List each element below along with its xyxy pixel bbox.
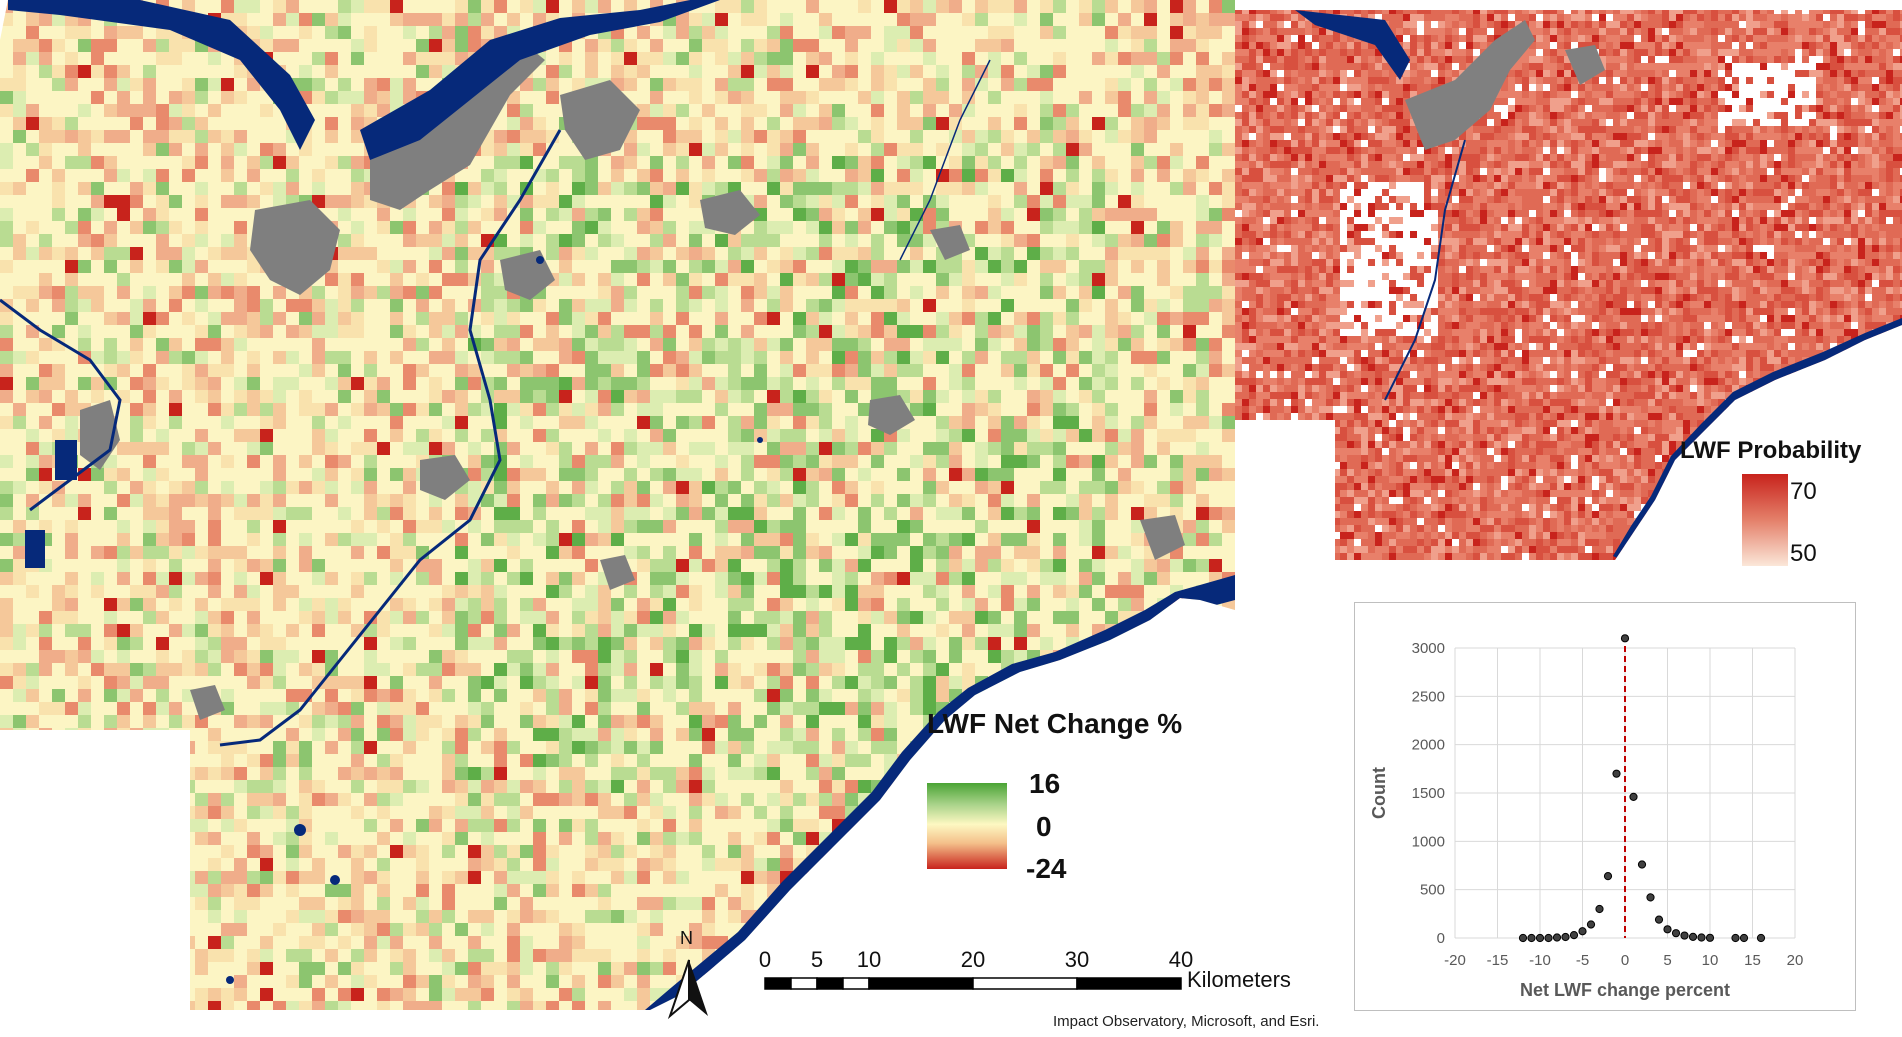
y-tick-label: 500 <box>1420 882 1445 899</box>
data-point <box>1535 933 1545 943</box>
probability-legend-title: LWF Probability <box>1680 437 1862 464</box>
net-change-map[interactable] <box>0 0 1235 1010</box>
probability-color-ramp <box>1742 474 1788 566</box>
scale-bar-tick-label: 10 <box>857 947 881 972</box>
probability-min-label: 50 <box>1790 540 1817 567</box>
scale-bar-segment <box>790 977 818 990</box>
data-point <box>1637 860 1647 869</box>
data-point <box>1697 933 1706 942</box>
scale-bar-tick-label: 5 <box>811 947 823 972</box>
data-point <box>1569 931 1579 940</box>
north-arrow-icon <box>667 959 708 1020</box>
net-change-min-label: -24 <box>1026 853 1067 884</box>
data-point <box>1756 933 1766 943</box>
data-point <box>1586 920 1596 929</box>
data-point <box>1527 933 1536 943</box>
scale-bar-segment <box>842 977 870 990</box>
data-point <box>1561 932 1570 942</box>
scale-bar-unit: Kilometers <box>1187 967 1291 992</box>
data-point <box>1620 634 1630 643</box>
data-point <box>1646 893 1655 902</box>
net-change-color-ramp <box>927 783 1007 869</box>
data-point <box>1612 769 1621 778</box>
scale-bar-tick-label: 20 <box>961 947 985 972</box>
y-tick-label: 0 <box>1437 930 1445 947</box>
urban-areas <box>80 40 1185 720</box>
x-tick-label: -10 <box>1529 952 1551 969</box>
y-tick-label: 2500 <box>1412 688 1445 705</box>
scale-bar-segment <box>764 977 792 990</box>
scale-bar-tick-label: 40 <box>1169 947 1193 972</box>
scale-bar-tick-label: 0 <box>759 947 771 972</box>
histogram-chart: -20 -15 -10 -5 0 5 10 15 20 0 500 1000 1500 2000 2500 3… <box>1369 634 1804 1000</box>
data-point <box>1544 933 1553 943</box>
net-change-legend-title: LWF Net Change % <box>927 708 1183 739</box>
data-point <box>1595 904 1604 914</box>
attribution-text: Impact Observatory, Microsoft, and Esri. <box>1053 1013 1320 1030</box>
data-point <box>1629 792 1638 801</box>
scale-bar-tick-label: 30 <box>1065 947 1089 972</box>
y-axis-label: Count <box>1369 767 1389 819</box>
inset-rivers <box>1384 139 1466 401</box>
data-point <box>1671 929 1681 938</box>
data-point <box>1663 925 1672 934</box>
scale-bar-segment <box>816 977 844 990</box>
x-tick-label: 5 <box>1663 952 1671 969</box>
scale-bar-segment <box>868 977 974 990</box>
north-label: N <box>680 928 693 948</box>
scale-bar-segment <box>972 977 1078 990</box>
y-tick-label: 1000 <box>1412 833 1445 850</box>
x-tick-label: -5 <box>1576 952 1589 969</box>
y-tick-label: 1500 <box>1412 785 1445 802</box>
data-point <box>1688 932 1698 941</box>
scale-bar-segment <box>1076 977 1182 990</box>
x-tick-label: -20 <box>1444 952 1466 969</box>
x-tick-label: 0 <box>1621 952 1629 969</box>
net-change-max-label: 16 <box>1029 768 1061 799</box>
x-tick-label: -15 <box>1487 952 1509 969</box>
data-point <box>1680 931 1689 940</box>
inset-urban <box>1405 20 1605 150</box>
x-tick-label: 20 <box>1787 952 1804 969</box>
probability-map[interactable] <box>1235 0 1902 560</box>
probability-cells <box>1235 10 1902 560</box>
histogram-panel: -20 -15 -10 -5 0 5 10 15 20 0 500 1000 1500 2000 2500 3… <box>1354 602 1856 1011</box>
x-tick-label: 15 <box>1744 952 1761 969</box>
data-point <box>1731 933 1740 943</box>
data-point <box>1739 933 1749 943</box>
y-tick-label: 2000 <box>1412 737 1445 754</box>
x-axis-label: Net LWF change percent <box>1520 980 1730 1000</box>
data-point <box>1578 927 1587 936</box>
x-tick-label: 10 <box>1702 952 1719 969</box>
y-tick-label: 3000 <box>1412 640 1445 657</box>
probability-max-label: 70 <box>1790 478 1817 505</box>
net-change-mid-label: 0 <box>1036 811 1052 842</box>
data-point <box>1552 933 1562 942</box>
data-point <box>1518 933 1528 943</box>
data-point <box>1603 872 1613 881</box>
data-point <box>1654 915 1664 924</box>
data-point <box>1705 933 1715 942</box>
